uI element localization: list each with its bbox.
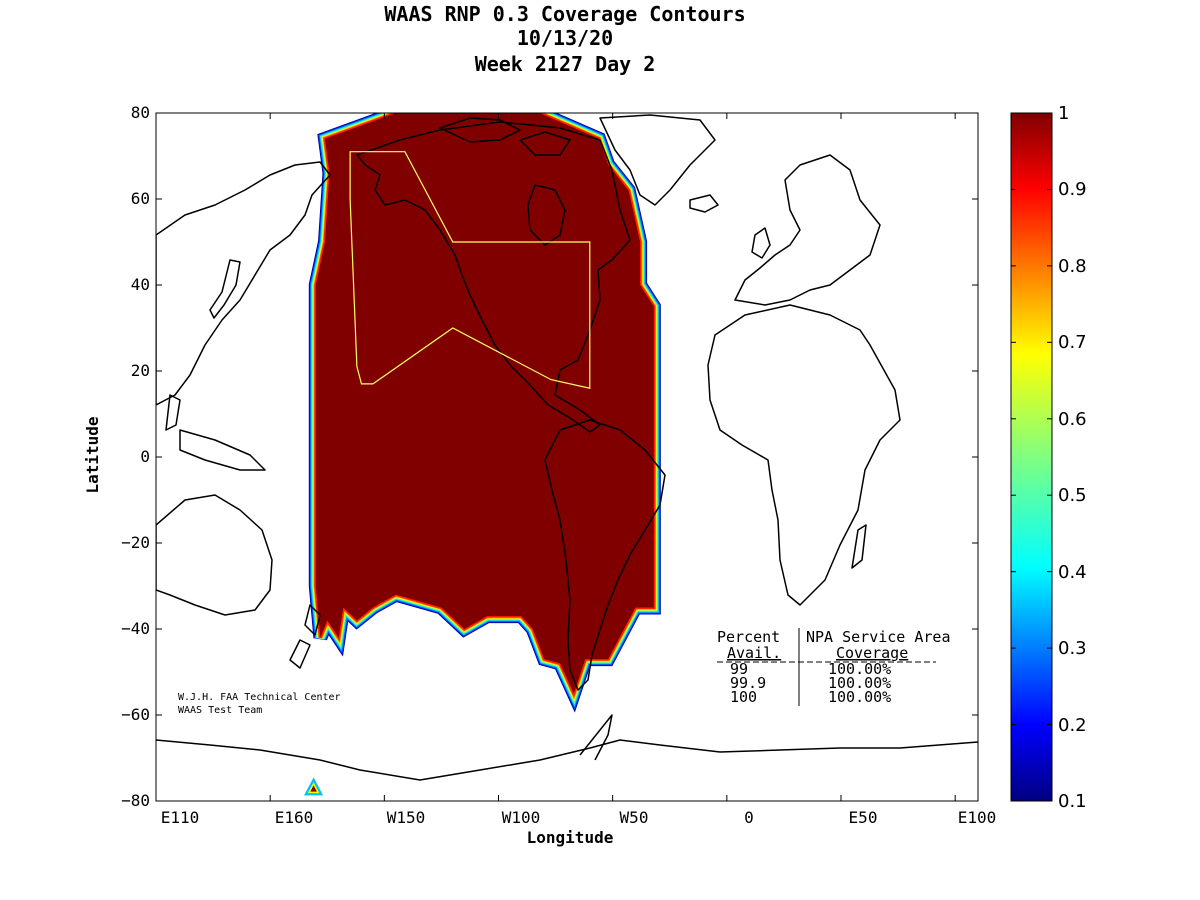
table-row-avail: 100 xyxy=(730,688,757,706)
land-british-isles xyxy=(751,227,771,259)
x-tick-label: E110 xyxy=(161,808,200,827)
title-line-3: Week 2127 Day 2 xyxy=(475,52,656,76)
table-row-avail: 99 xyxy=(730,660,748,678)
land-south-america xyxy=(544,419,666,691)
colorbar-tick-label: 0.7 xyxy=(1058,332,1087,353)
land-asia-east xyxy=(156,161,331,406)
y-tick-label: 80 xyxy=(131,103,150,122)
colorbar-tick-labels: 1 0.9 0.8 0.7 0.6 0.5 0.4 0.3 0.2 0.1 xyxy=(1058,103,1087,812)
x-tick-labels: E110 E160 W150 W100 W50 0 E50 E100 xyxy=(161,808,997,827)
title-line-2: 10/13/20 xyxy=(517,26,613,50)
colorbar-tick-label: 0.5 xyxy=(1058,485,1087,506)
colorbar-tick-label: 1 xyxy=(1058,103,1069,124)
colorbar-tick-label: 0.4 xyxy=(1058,562,1087,583)
land-hudson-bay xyxy=(527,184,566,246)
y-axis-label: Latitude xyxy=(83,416,102,493)
land-madagascar xyxy=(851,524,867,569)
table-header-coverage: Coverage xyxy=(836,644,908,662)
y-tick-label: 20 xyxy=(131,361,150,380)
land-new-zealand xyxy=(289,604,321,669)
colorbar-tick-label: 0.8 xyxy=(1058,256,1087,277)
land-africa xyxy=(707,304,901,606)
land-se-asia-islands xyxy=(165,394,266,471)
land-outlines xyxy=(156,114,978,781)
land-japan xyxy=(209,259,241,319)
axis-ticks xyxy=(155,112,978,802)
x-tick-label: W100 xyxy=(502,808,541,827)
coverage-layer xyxy=(303,113,661,796)
y-tick-label: 60 xyxy=(131,189,150,208)
table-header-percent: Percent xyxy=(717,628,780,646)
land-antarctic-peninsula xyxy=(579,714,613,761)
colorbar-tick-label: 0.9 xyxy=(1058,179,1087,200)
x-tick-label: E160 xyxy=(275,808,314,827)
small-coverage-region xyxy=(307,782,320,794)
credit-line-1: W.J.H. FAA Technical Center xyxy=(178,692,341,703)
table-row-coverage: 100.00% xyxy=(828,674,891,692)
colorbar-tick-label: 0.1 xyxy=(1058,791,1087,812)
x-tick-label: W150 xyxy=(387,808,426,827)
table-header-avail: Avail. xyxy=(727,644,781,662)
table-row-coverage: 100.00% xyxy=(828,688,891,706)
colorbar-ticks xyxy=(1011,112,1052,802)
table-header-npa: NPA Service Area xyxy=(806,628,951,646)
y-tick-labels: 80 60 40 20 0 −20 −40 −60 −80 xyxy=(121,103,150,810)
availability-table: Percent NPA Service Area Avail. Coverage… xyxy=(717,628,951,706)
land-north-america xyxy=(356,121,631,433)
land-australia xyxy=(156,494,273,616)
colorbar-tick-label: 0.6 xyxy=(1058,409,1087,430)
npa-service-area-outline xyxy=(349,151,591,389)
land-greenland xyxy=(599,114,716,206)
x-tick-label: E100 xyxy=(958,808,997,827)
x-axis-label: Longitude xyxy=(527,828,614,847)
colorbar-tick-label: 0.2 xyxy=(1058,715,1087,736)
land-europe xyxy=(734,154,881,306)
y-tick-label: −40 xyxy=(121,619,150,638)
x-tick-label: 0 xyxy=(744,808,754,827)
colorbar-tick-label: 0.3 xyxy=(1058,638,1087,659)
y-tick-label: −60 xyxy=(121,705,150,724)
y-tick-label: 0 xyxy=(140,447,150,466)
credit-line-2: WAAS Test Team xyxy=(178,705,262,716)
table-row-coverage: 100.00% xyxy=(828,660,891,678)
table-row-avail: 99.9 xyxy=(730,674,766,692)
x-tick-label: W50 xyxy=(620,808,649,827)
map-area xyxy=(156,113,978,801)
colorbar xyxy=(1010,112,1053,802)
x-tick-label: E50 xyxy=(849,808,878,827)
land-arctic-islands xyxy=(439,117,571,156)
y-tick-label: 40 xyxy=(131,275,150,294)
title-line-1: WAAS RNP 0.3 Coverage Contours xyxy=(384,2,745,26)
coverage-region xyxy=(315,113,654,694)
y-tick-label: −80 xyxy=(121,791,150,810)
service-area-layer xyxy=(349,151,591,389)
y-tick-label: −20 xyxy=(121,533,150,552)
land-antarctica xyxy=(156,739,978,781)
land-iceland xyxy=(689,194,719,213)
